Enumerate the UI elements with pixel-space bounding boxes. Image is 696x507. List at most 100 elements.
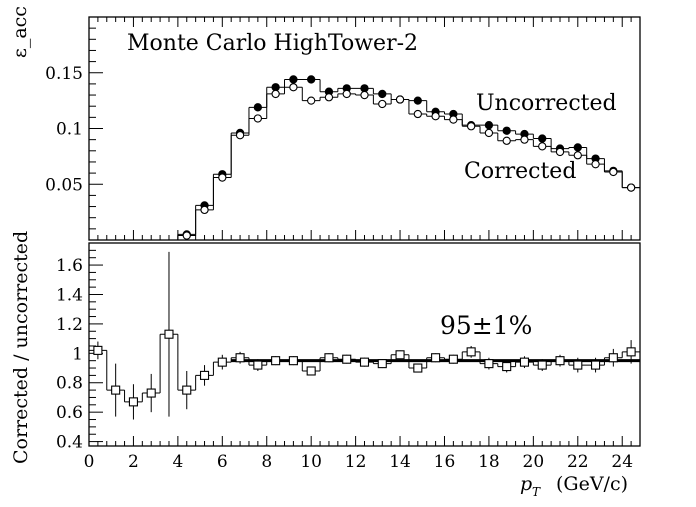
ratio-point xyxy=(199,370,210,380)
ratio-point xyxy=(342,354,352,364)
ratio-point xyxy=(128,397,138,407)
data-point-corrected xyxy=(466,122,476,131)
bottom-y-axis-title: Corrected / uncorrected xyxy=(10,231,32,464)
top-y-tick-label: 0.05 xyxy=(45,175,83,195)
bottom-y-tick-label: 1 xyxy=(72,344,83,364)
x-tick-label: 14 xyxy=(389,452,411,472)
data-point-uncorrected xyxy=(289,75,298,84)
ratio-point xyxy=(164,329,174,339)
data-point-corrected xyxy=(626,183,636,192)
ratio-point xyxy=(395,350,405,360)
ratio-point xyxy=(235,353,245,363)
x-tick-label: 6 xyxy=(217,452,228,472)
x-axis-title-main: p xyxy=(520,473,532,495)
ratio-point xyxy=(466,347,476,357)
data-point-uncorrected xyxy=(378,89,387,99)
data-point-uncorrected xyxy=(360,84,369,93)
data-point-uncorrected xyxy=(271,83,280,92)
ratio-point xyxy=(626,347,636,357)
data-point-corrected xyxy=(324,93,334,102)
x-tick-label: 4 xyxy=(172,452,183,472)
legend-label-corrected: Corrected xyxy=(464,159,576,184)
data-point-corrected xyxy=(271,89,280,99)
ratio-point xyxy=(288,356,298,366)
bottom-y-tick-label: 1.2 xyxy=(56,315,83,335)
data-point-corrected xyxy=(413,109,422,119)
data-point-corrected xyxy=(235,131,245,140)
data-point-uncorrected xyxy=(484,121,494,130)
bottom-axis-ticks: 0 2 4 6 8 10 12 14 16 18 20 22 240.40.60.811.21.41.6 xyxy=(56,242,641,472)
top-y-axis-title: ε_acc xyxy=(9,6,31,58)
x-tick-label: 24 xyxy=(611,452,633,472)
x-tick-label: 8 xyxy=(261,452,272,472)
ratio-point xyxy=(111,385,121,395)
bottom-y-tick-label: 0.8 xyxy=(56,374,83,394)
ratio-point xyxy=(519,357,530,367)
ratio-point xyxy=(573,360,583,370)
bottom-y-tick-label: 0.6 xyxy=(56,403,83,423)
fit-annotation: 95±1% xyxy=(440,311,532,340)
ratio-point xyxy=(359,357,370,367)
ratio-point xyxy=(502,362,512,372)
data-point-corrected xyxy=(253,114,263,123)
data-point-uncorrected xyxy=(573,143,582,152)
ratio-histogram xyxy=(89,333,640,403)
top-y-tick-label: 0.15 xyxy=(45,64,83,84)
data-point-corrected xyxy=(378,99,387,109)
data-point-corrected xyxy=(200,205,209,215)
bottom-y-tick-label: 1.6 xyxy=(56,256,83,276)
top-y-tick-label: 0.1 xyxy=(56,120,83,140)
data-point-corrected xyxy=(307,96,316,105)
x-tick-label: 20 xyxy=(523,452,545,472)
ratio-point xyxy=(324,353,334,363)
ratio-point xyxy=(555,356,565,366)
data-point-corrected xyxy=(182,231,191,240)
chart-annotation-title: Monte Carlo HighTower-2 xyxy=(127,31,418,56)
legend-label-uncorrected: Uncorrected xyxy=(476,91,617,116)
x-tick-label: 12 xyxy=(345,452,367,472)
ratio-point xyxy=(377,359,387,369)
data-point-corrected xyxy=(449,115,458,124)
ratio-point xyxy=(253,360,263,370)
ratio-point xyxy=(448,354,458,364)
data-point-corrected xyxy=(431,112,440,121)
data-point-uncorrected xyxy=(307,75,316,84)
data-point-corrected xyxy=(289,83,298,92)
top-series-group xyxy=(177,75,641,240)
ratio-point xyxy=(413,363,423,373)
data-point-corrected xyxy=(555,147,565,157)
ratio-point xyxy=(182,385,192,395)
ratio-point xyxy=(608,353,618,363)
x-tick-label: 22 xyxy=(567,452,589,472)
data-point-corrected xyxy=(538,142,547,151)
ratio-point xyxy=(484,359,494,369)
x-tick-label: 18 xyxy=(478,452,500,472)
data-point-corrected xyxy=(520,135,529,144)
data-point-corrected xyxy=(502,136,511,145)
data-point-corrected xyxy=(395,95,405,104)
x-axis-title-unit: (GeV/c) xyxy=(556,473,628,495)
bottom-series-group xyxy=(89,251,640,420)
top-axis-ticks: 0.05 0.1 0.15 xyxy=(45,17,641,240)
data-point-uncorrected xyxy=(502,126,511,135)
bottom-y-tick-label: 0.4 xyxy=(56,433,83,453)
data-point-corrected xyxy=(360,90,369,100)
x-tick-label: 10 xyxy=(300,452,322,472)
ratio-point xyxy=(217,357,227,367)
ratio-point xyxy=(271,356,281,366)
ratio-point xyxy=(591,360,601,370)
ratio-point xyxy=(306,366,316,376)
bottom-panel-frame xyxy=(88,242,641,447)
x-axis-title: p T (GeV/c) xyxy=(520,473,628,499)
ratio-point xyxy=(431,353,441,363)
ratio-point xyxy=(146,388,156,398)
data-point-corrected xyxy=(591,160,600,169)
data-point-corrected xyxy=(573,151,582,160)
data-point-uncorrected xyxy=(253,103,263,112)
bottom-y-tick-label: 1.4 xyxy=(56,285,83,305)
data-point-corrected xyxy=(218,173,227,182)
data-point-corrected xyxy=(609,167,618,177)
data-point-uncorrected xyxy=(413,96,422,105)
